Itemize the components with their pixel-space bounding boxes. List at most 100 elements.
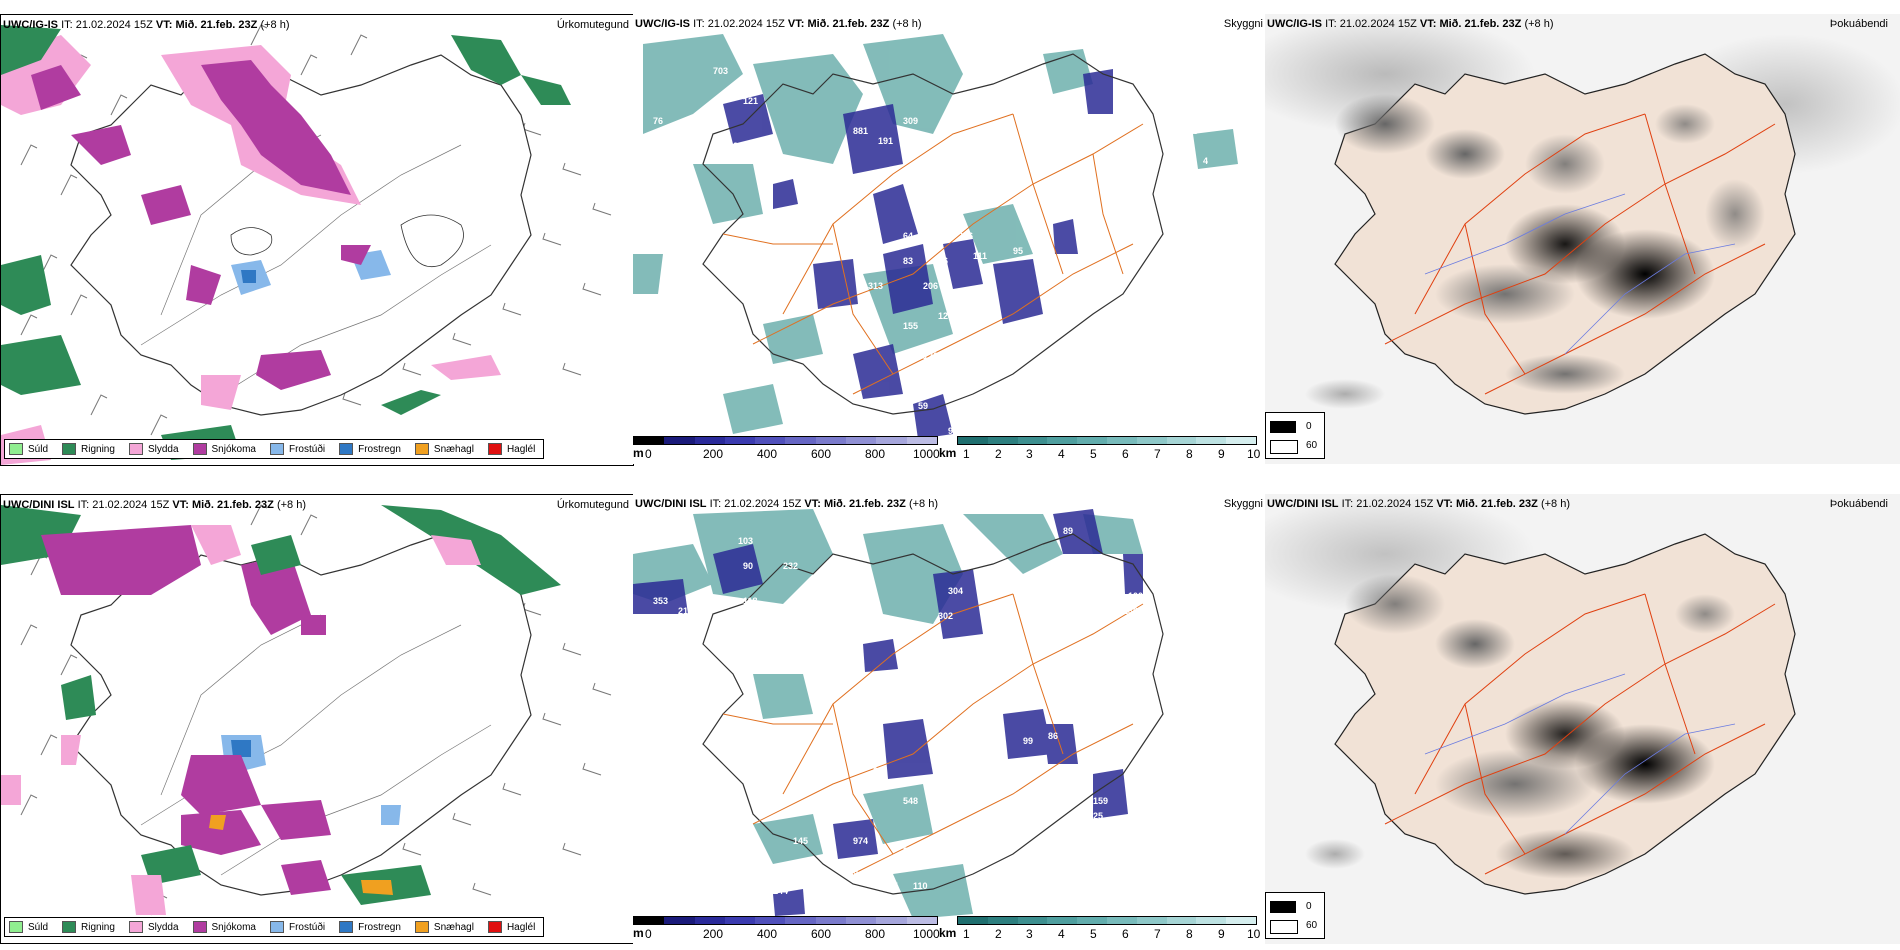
ceiling-visibility-panel-top: 131 703 121 76 92 137 609 881 191 309 382 505 147 64 2… xyxy=(633,14,1263,464)
ceiling-value-label: 191 xyxy=(1058,686,1073,696)
ceiling-value-label: 881 xyxy=(853,126,868,136)
colorbar-swatch xyxy=(906,917,937,924)
colorbar-swatch xyxy=(724,437,756,444)
panel-title: UWC/IG-IS IT: 21.02.2024 15Z VT: Mið. 21… xyxy=(635,18,922,30)
colorbar-swatch xyxy=(1166,917,1197,924)
colorbar-swatch xyxy=(785,437,816,444)
fog-indicator-panel-top: UWC/IG-IS IT: 21.02.2024 15Z VT: Mið. 21… xyxy=(1265,14,1900,464)
legend-item: Snæhagl xyxy=(414,921,474,933)
ceiling-value-label: 83 xyxy=(903,256,913,266)
legend-item: Haglél xyxy=(487,921,535,933)
fog-indicator-panel-bottom: UWC/DINI ISL IT: 21.02.2024 15Z VT: Mið.… xyxy=(1265,494,1900,944)
ceiling-value-label: 64 xyxy=(903,231,913,241)
ceiling-colorbar xyxy=(633,916,938,925)
ceiling-value-label: 76 xyxy=(653,116,663,126)
ceiling-value-label: 148 xyxy=(843,866,858,876)
ceiling-value-label: 230 xyxy=(978,906,993,916)
ceiling-value-label: 191 xyxy=(878,136,893,146)
colorbar-swatch xyxy=(906,437,937,444)
colorbar-swatch xyxy=(987,917,1018,924)
ceiling-colorbar xyxy=(633,436,938,445)
ceiling-value-label: 4 xyxy=(1203,156,1208,166)
fog-legend: 0 60 xyxy=(1265,412,1325,459)
colorbar-swatch xyxy=(876,437,907,444)
ceiling-value-label: 135 xyxy=(983,306,998,316)
ceiling-value-label: 85 xyxy=(888,881,898,891)
panel-type-label: Þokuábendi xyxy=(1829,18,1888,30)
ceiling-value-label: 100 xyxy=(1128,591,1143,601)
legend-item: Frostregn xyxy=(339,443,401,455)
ceiling-value-label: 95 xyxy=(1013,246,1023,256)
precip-type-map-top xyxy=(1,24,612,465)
legend-item: Slydda xyxy=(128,443,179,455)
fog-indicator-map-bottom xyxy=(1265,494,1900,944)
ceiling-value-label: 159 xyxy=(1093,796,1108,806)
colorbar-swatch xyxy=(694,437,725,444)
colorbar-swatch xyxy=(634,917,665,924)
visibility-unit: km xyxy=(939,926,957,940)
fog-indicator-map-top xyxy=(1265,14,1900,464)
colorbar-swatches xyxy=(633,436,938,445)
colorbar-swatch xyxy=(1106,437,1137,444)
ceiling-value-label: 59 xyxy=(918,401,928,411)
ceiling-value-label: 206 xyxy=(923,281,938,291)
colorbar-swatch xyxy=(1077,437,1107,444)
ceiling-value-label: 103 xyxy=(738,536,753,546)
ceiling-value-label: 121 xyxy=(743,96,758,106)
panel-title: UWC/DINI ISL IT: 21.02.2024 15Z VT: Mið.… xyxy=(635,498,938,510)
ceiling-value-label: 90 xyxy=(948,426,958,436)
colorbar-swatch xyxy=(1106,917,1137,924)
colorbar-swatch xyxy=(958,437,988,444)
colorbar-swatch xyxy=(1077,917,1107,924)
ceiling-value-label: 222 xyxy=(963,291,978,301)
colorbar-swatch xyxy=(876,917,907,924)
colorbar-swatch xyxy=(1226,917,1256,924)
colorbar-swatch xyxy=(1226,437,1256,444)
visibility-ticks: 1 2 3 4 5 6 7 8 9 10 xyxy=(963,927,1261,941)
colorbar-swatch xyxy=(694,917,725,924)
ceiling-visibility-map-bottom: 103 90 232 118 75 218 353 304 302 112 89 100 136 191 8… xyxy=(633,509,1164,919)
colorbar-swatch xyxy=(815,917,847,924)
legend-item: Snæhagl xyxy=(414,443,474,455)
ceiling-value-label: 125 xyxy=(1088,811,1103,821)
ceiling-value-label: 89 xyxy=(1063,526,1073,536)
precip-type-legend: Súld Rigning Slydda Snjókoma Frostúði Fr… xyxy=(4,439,545,459)
ceiling-value-label: 155 xyxy=(903,321,918,331)
fog-legend: 0 60 xyxy=(1265,892,1325,939)
legend-item: Haglél xyxy=(487,443,535,455)
ceiling-value-label: 353 xyxy=(653,596,668,606)
ceiling-value-label: 382 xyxy=(903,166,918,176)
colorbar-swatch xyxy=(1017,437,1048,444)
ceiling-value-label: 99 xyxy=(1023,736,1033,746)
precip-type-map-bottom xyxy=(1,504,612,916)
ceiling-value-label: 232 xyxy=(783,561,798,571)
panel-title: UWC/DINI ISL IT: 21.02.2024 15Z VT: Mið.… xyxy=(3,499,306,511)
colorbar-swatch xyxy=(815,437,847,444)
colorbar-swatch xyxy=(724,917,756,924)
ceiling-value-label: 505 xyxy=(938,176,953,186)
panel-title: UWC/IG-IS IT: 21.02.2024 15Z VT: Mið. 21… xyxy=(3,19,290,31)
ceiling-ticks: 0 200 400 600 800 1000 xyxy=(645,927,940,941)
ceiling-value-label: 76 xyxy=(938,256,948,266)
precip-type-legend: Súld Rigning Slydda Snjókoma Frostúði Fr… xyxy=(4,917,545,937)
panel-type-label: Þokuábendi xyxy=(1829,498,1888,510)
legend-item: Snjókoma xyxy=(192,443,256,455)
visibility-colorbar xyxy=(957,916,1257,925)
legend-item: Frostúði xyxy=(269,921,325,933)
colorbar-swatch xyxy=(634,437,665,444)
ceiling-value-label: 94 xyxy=(1118,116,1128,126)
ceiling-value-label: 252 xyxy=(933,851,948,861)
colorbar-swatch xyxy=(958,917,988,924)
ceiling-value-label: 137 xyxy=(773,171,788,181)
colorbar-swatch xyxy=(1136,437,1167,444)
legend-item: Slydda xyxy=(128,921,179,933)
ceiling-value-label: 302 xyxy=(938,611,953,621)
colorbar-swatches xyxy=(957,916,1257,925)
legend-item: Rigning xyxy=(62,921,115,933)
ceiling-value-label: 111 xyxy=(973,251,987,261)
ceiling-value-label: 123 xyxy=(938,311,953,321)
colorbar-swatch xyxy=(785,917,816,924)
panel-type-label: Úrkomutegund xyxy=(556,499,629,511)
ceiling-value-label: 131 xyxy=(773,36,788,46)
ceiling-value-label: 126 xyxy=(923,351,938,361)
